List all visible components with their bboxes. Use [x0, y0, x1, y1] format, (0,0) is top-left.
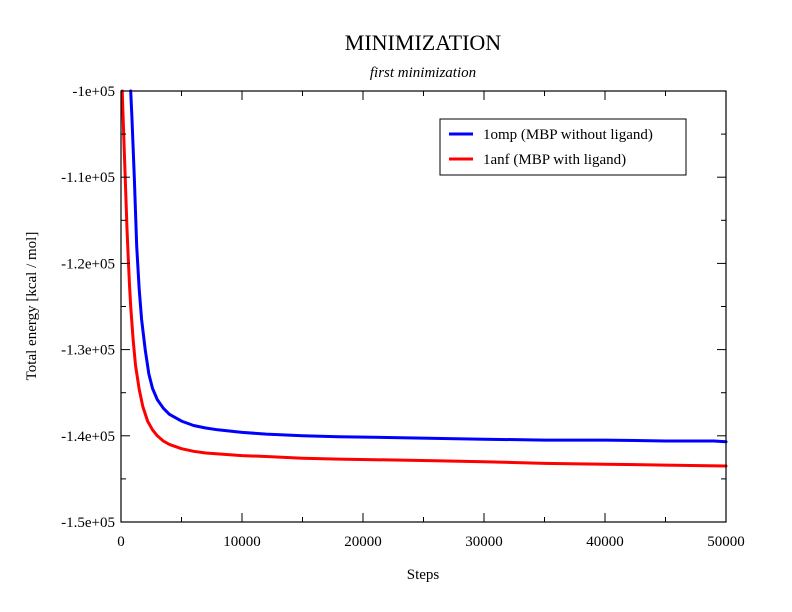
chart-subtitle: first minimization [370, 65, 476, 81]
y-tick-label: -1e+05 [72, 84, 115, 100]
legend-label-1omp: 1omp (MBP without ligand) [483, 127, 653, 143]
legend-label-1anf: 1anf (MBP with ligand) [483, 152, 626, 168]
chart-title: MINIMIZATION [345, 30, 502, 55]
x-axis: 0 10000 20000 30000 40000 50000 [117, 91, 745, 550]
x-tick-label: 40000 [586, 534, 624, 550]
y-axis: -1e+05 -1.1e+05 -1.2e+05 -1.3e+05 -1.4e+05 -1… [61, 84, 726, 531]
legend: 1omp (MBP without ligand) 1anf (MBP with… [439, 118, 687, 176]
legend-box [439, 118, 687, 176]
y-tick-label: -1.2e+05 [61, 256, 115, 272]
x-tick-label: 50000 [707, 534, 745, 550]
y-axis-label: Total energy [kcal / mol] [24, 232, 40, 381]
y-tick-label: -1.3e+05 [61, 343, 115, 359]
y-tick-label: -1.4e+05 [61, 429, 115, 445]
x-axis-label: Steps [407, 567, 440, 583]
y-tick-label: -1.5e+05 [61, 515, 115, 531]
y-tick-label: -1.1e+05 [61, 170, 115, 186]
series-line-1omp [129, 89, 728, 444]
x-tick-label: 20000 [344, 534, 382, 550]
x-tick-label: 10000 [223, 534, 261, 550]
x-tick-label: 0 [117, 534, 125, 550]
x-tick-label: 30000 [465, 534, 503, 550]
